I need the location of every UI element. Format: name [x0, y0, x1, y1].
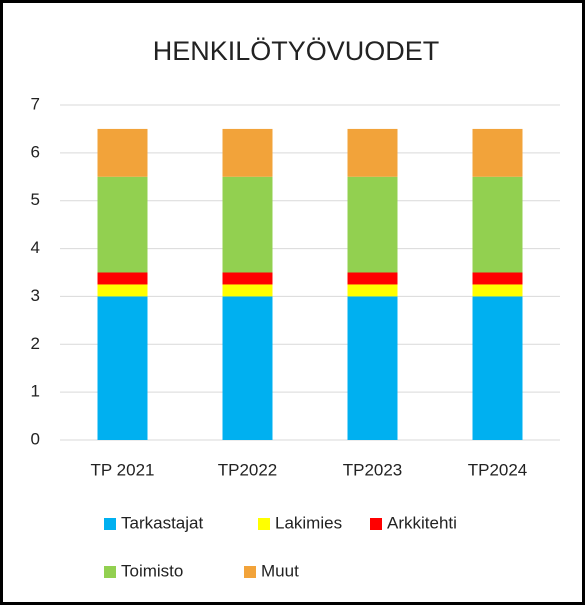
- x-tick-label: TP 2021: [91, 460, 155, 479]
- bar-segment: [472, 284, 523, 297]
- legend-label: Muut: [261, 561, 299, 580]
- bar-segment: [222, 128, 273, 177]
- legend-label: Arkkitehti: [387, 513, 457, 532]
- bar-segment: [472, 272, 523, 285]
- y-tick-label: 2: [31, 334, 40, 353]
- y-tick-label: 5: [31, 190, 40, 209]
- bar-segment: [347, 128, 398, 177]
- bar-segment: [347, 272, 398, 285]
- bar-segment: [347, 296, 398, 440]
- bar-segment: [97, 128, 148, 177]
- legend-label: Tarkastajat: [121, 513, 203, 532]
- y-tick-label: 7: [31, 94, 40, 113]
- legend-label: Toimisto: [121, 561, 183, 580]
- y-tick-label: 3: [31, 286, 40, 305]
- bar-segment: [472, 296, 523, 440]
- bar-segment: [222, 176, 273, 273]
- bar-segment: [97, 284, 148, 297]
- bar-segment: [97, 272, 148, 285]
- legend-swatch: [104, 518, 116, 530]
- x-tick-label: TP2024: [468, 460, 528, 479]
- legend-swatch: [104, 566, 116, 578]
- bar-segment: [347, 176, 398, 273]
- bar-segment: [222, 296, 273, 440]
- bar-segment: [472, 128, 523, 177]
- bar-segment: [347, 284, 398, 297]
- x-tick-label: TP2022: [218, 460, 278, 479]
- legend-swatch: [370, 518, 382, 530]
- y-tick-label: 0: [31, 429, 40, 448]
- legend-swatch: [258, 518, 270, 530]
- x-tick-label: TP2023: [343, 460, 403, 479]
- bar-segment: [222, 272, 273, 285]
- y-tick-label: 6: [31, 142, 40, 161]
- bar-segment: [222, 284, 273, 297]
- y-tick-label: 4: [31, 238, 40, 257]
- legend-label: Lakimies: [275, 513, 342, 532]
- legend-swatch: [244, 566, 256, 578]
- bar-segment: [472, 176, 523, 273]
- chart-title: HENKILÖTYÖVUODET: [153, 36, 440, 66]
- y-tick-label: 1: [31, 382, 40, 401]
- bar-segment: [97, 296, 148, 440]
- bar-segment: [97, 176, 148, 273]
